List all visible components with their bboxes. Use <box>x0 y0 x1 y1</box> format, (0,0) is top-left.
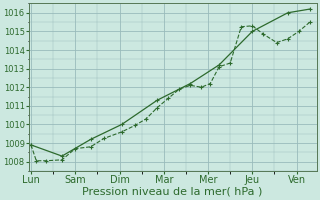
X-axis label: Pression niveau de la mer( hPa ): Pression niveau de la mer( hPa ) <box>83 187 263 197</box>
